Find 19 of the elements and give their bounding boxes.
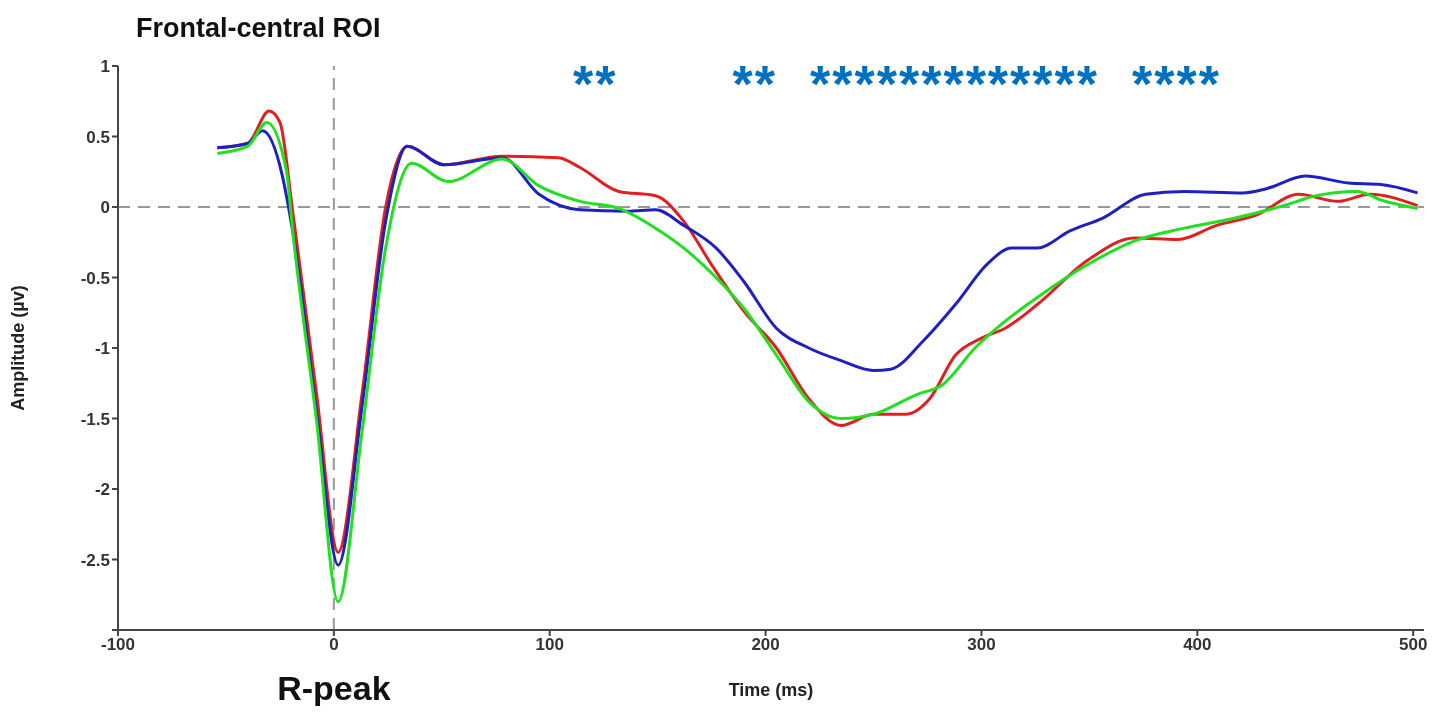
y-axis-title: Amplitude (µv) bbox=[8, 285, 29, 411]
y-tick-label: -1 bbox=[94, 339, 110, 359]
y-tick-label: -1.5 bbox=[80, 409, 110, 429]
y-tick-label: 0 bbox=[100, 198, 110, 218]
x-tick-label: -100 bbox=[100, 635, 136, 655]
chart-title: Frontal-central ROI bbox=[136, 13, 381, 43]
x-tick-label: 0 bbox=[329, 635, 339, 655]
x-axis-title: Time (ms) bbox=[728, 680, 814, 700]
x-tick-label: 300 bbox=[967, 635, 996, 655]
x-tick-label: 200 bbox=[751, 635, 780, 655]
y-tick-label: -2 bbox=[94, 480, 110, 500]
x-tick-label: 400 bbox=[1183, 635, 1212, 655]
y-tick-label: -0.5 bbox=[80, 268, 110, 288]
x-tick-label: 500 bbox=[1399, 635, 1428, 655]
y-tick-label: 0.5 bbox=[86, 127, 110, 147]
y-tick-label: 1 bbox=[100, 57, 110, 77]
annotation: ** ** ************* **** bbox=[573, 55, 1221, 113]
x-tick-label: 100 bbox=[535, 635, 564, 655]
y-tick-label: -2.5 bbox=[80, 550, 110, 570]
